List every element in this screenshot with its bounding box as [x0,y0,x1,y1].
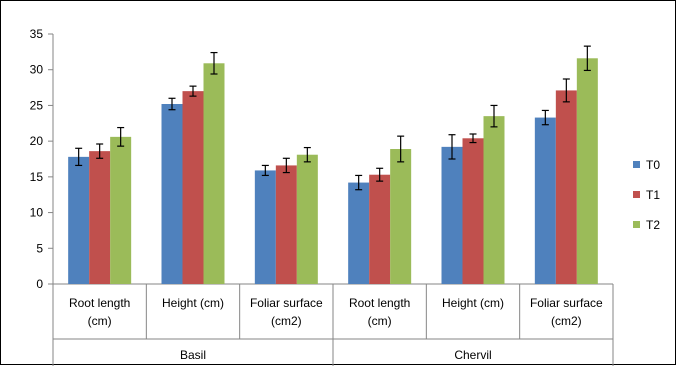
bar-t2 [110,136,132,284]
legend-swatch-t1 [633,191,640,198]
y-tick-label: 30 [30,63,44,77]
legend-swatch-t0 [633,161,640,168]
category-label: Height (cm) [162,296,224,310]
y-tick-label: 35 [30,27,44,41]
group-label: Basil [180,348,206,362]
bar-t0 [254,170,276,284]
category-label: Root length [349,296,410,310]
y-tick-label: 25 [30,98,44,112]
bar-t1 [89,151,111,284]
legend-label-t1: T1 [646,188,660,202]
bar-t1 [555,90,577,284]
legend-swatch-t2 [633,221,640,228]
bar-t2 [203,63,225,285]
bar-t1 [369,174,391,284]
legend-label-t2: T2 [646,218,660,232]
category-label: Height (cm) [442,296,504,310]
bar-t1 [275,165,297,284]
category-label: (cm2) [271,314,302,328]
legend-label-t0: T0 [646,158,660,172]
bar-t2 [296,154,318,284]
bar-t0 [348,182,370,284]
y-tick-label: 0 [36,277,43,291]
bar-t0 [161,104,183,284]
category-label: Foliar surface [250,296,323,310]
bar-t2 [390,149,412,284]
category-label: (cm) [88,314,112,328]
y-tick-label: 15 [30,170,44,184]
bar-t0 [441,146,463,284]
y-tick-label: 20 [30,134,44,148]
category-label: (cm2) [551,314,582,328]
bar-t2 [576,58,598,285]
y-tick-label: 5 [36,241,43,255]
bar-t1 [462,138,484,284]
y-tick-label: 10 [30,206,44,220]
bar-t2 [483,116,505,285]
category-label: (cm) [368,314,392,328]
category-label: Foliar surface [530,296,603,310]
category-label: Root length [69,296,130,310]
bar-t0 [68,156,90,284]
bar-t0 [534,117,556,284]
bar-t1 [182,91,204,285]
group-label: Chervil [454,348,491,362]
